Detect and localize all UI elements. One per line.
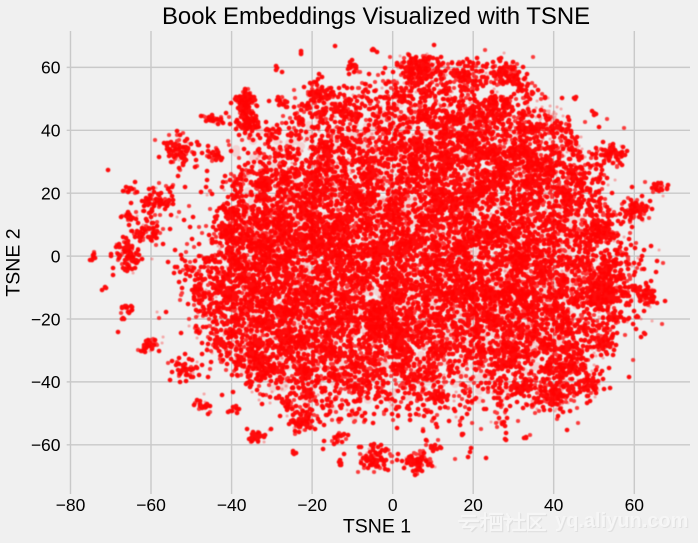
svg-text:−20: −20 <box>31 309 61 329</box>
svg-text:yq.aliyun.com: yq.aliyun.com <box>556 511 689 533</box>
svg-text:−60: −60 <box>136 495 166 515</box>
svg-text:60: 60 <box>41 58 61 78</box>
svg-text:−60: −60 <box>31 435 61 455</box>
svg-text:Book Embeddings Visualized wit: Book Embeddings Visualized with TSNE <box>162 3 590 30</box>
svg-text:−40: −40 <box>217 495 247 515</box>
svg-text:−20: −20 <box>297 495 327 515</box>
svg-text:TSNE 2: TSNE 2 <box>3 228 25 296</box>
svg-text:40: 40 <box>41 121 61 141</box>
svg-text:−40: −40 <box>31 372 61 392</box>
svg-text:20: 20 <box>463 495 483 515</box>
svg-text:20: 20 <box>41 184 61 204</box>
svg-text:yq.aliyun.com: yq.aliyun.com <box>555 510 688 532</box>
svg-text:−80: −80 <box>56 495 86 515</box>
svg-text:TSNE 1: TSNE 1 <box>343 515 411 537</box>
svg-text:0: 0 <box>51 246 61 266</box>
svg-text:0: 0 <box>388 495 398 515</box>
svg-text:40: 40 <box>544 495 564 515</box>
svg-text:60: 60 <box>625 495 645 515</box>
